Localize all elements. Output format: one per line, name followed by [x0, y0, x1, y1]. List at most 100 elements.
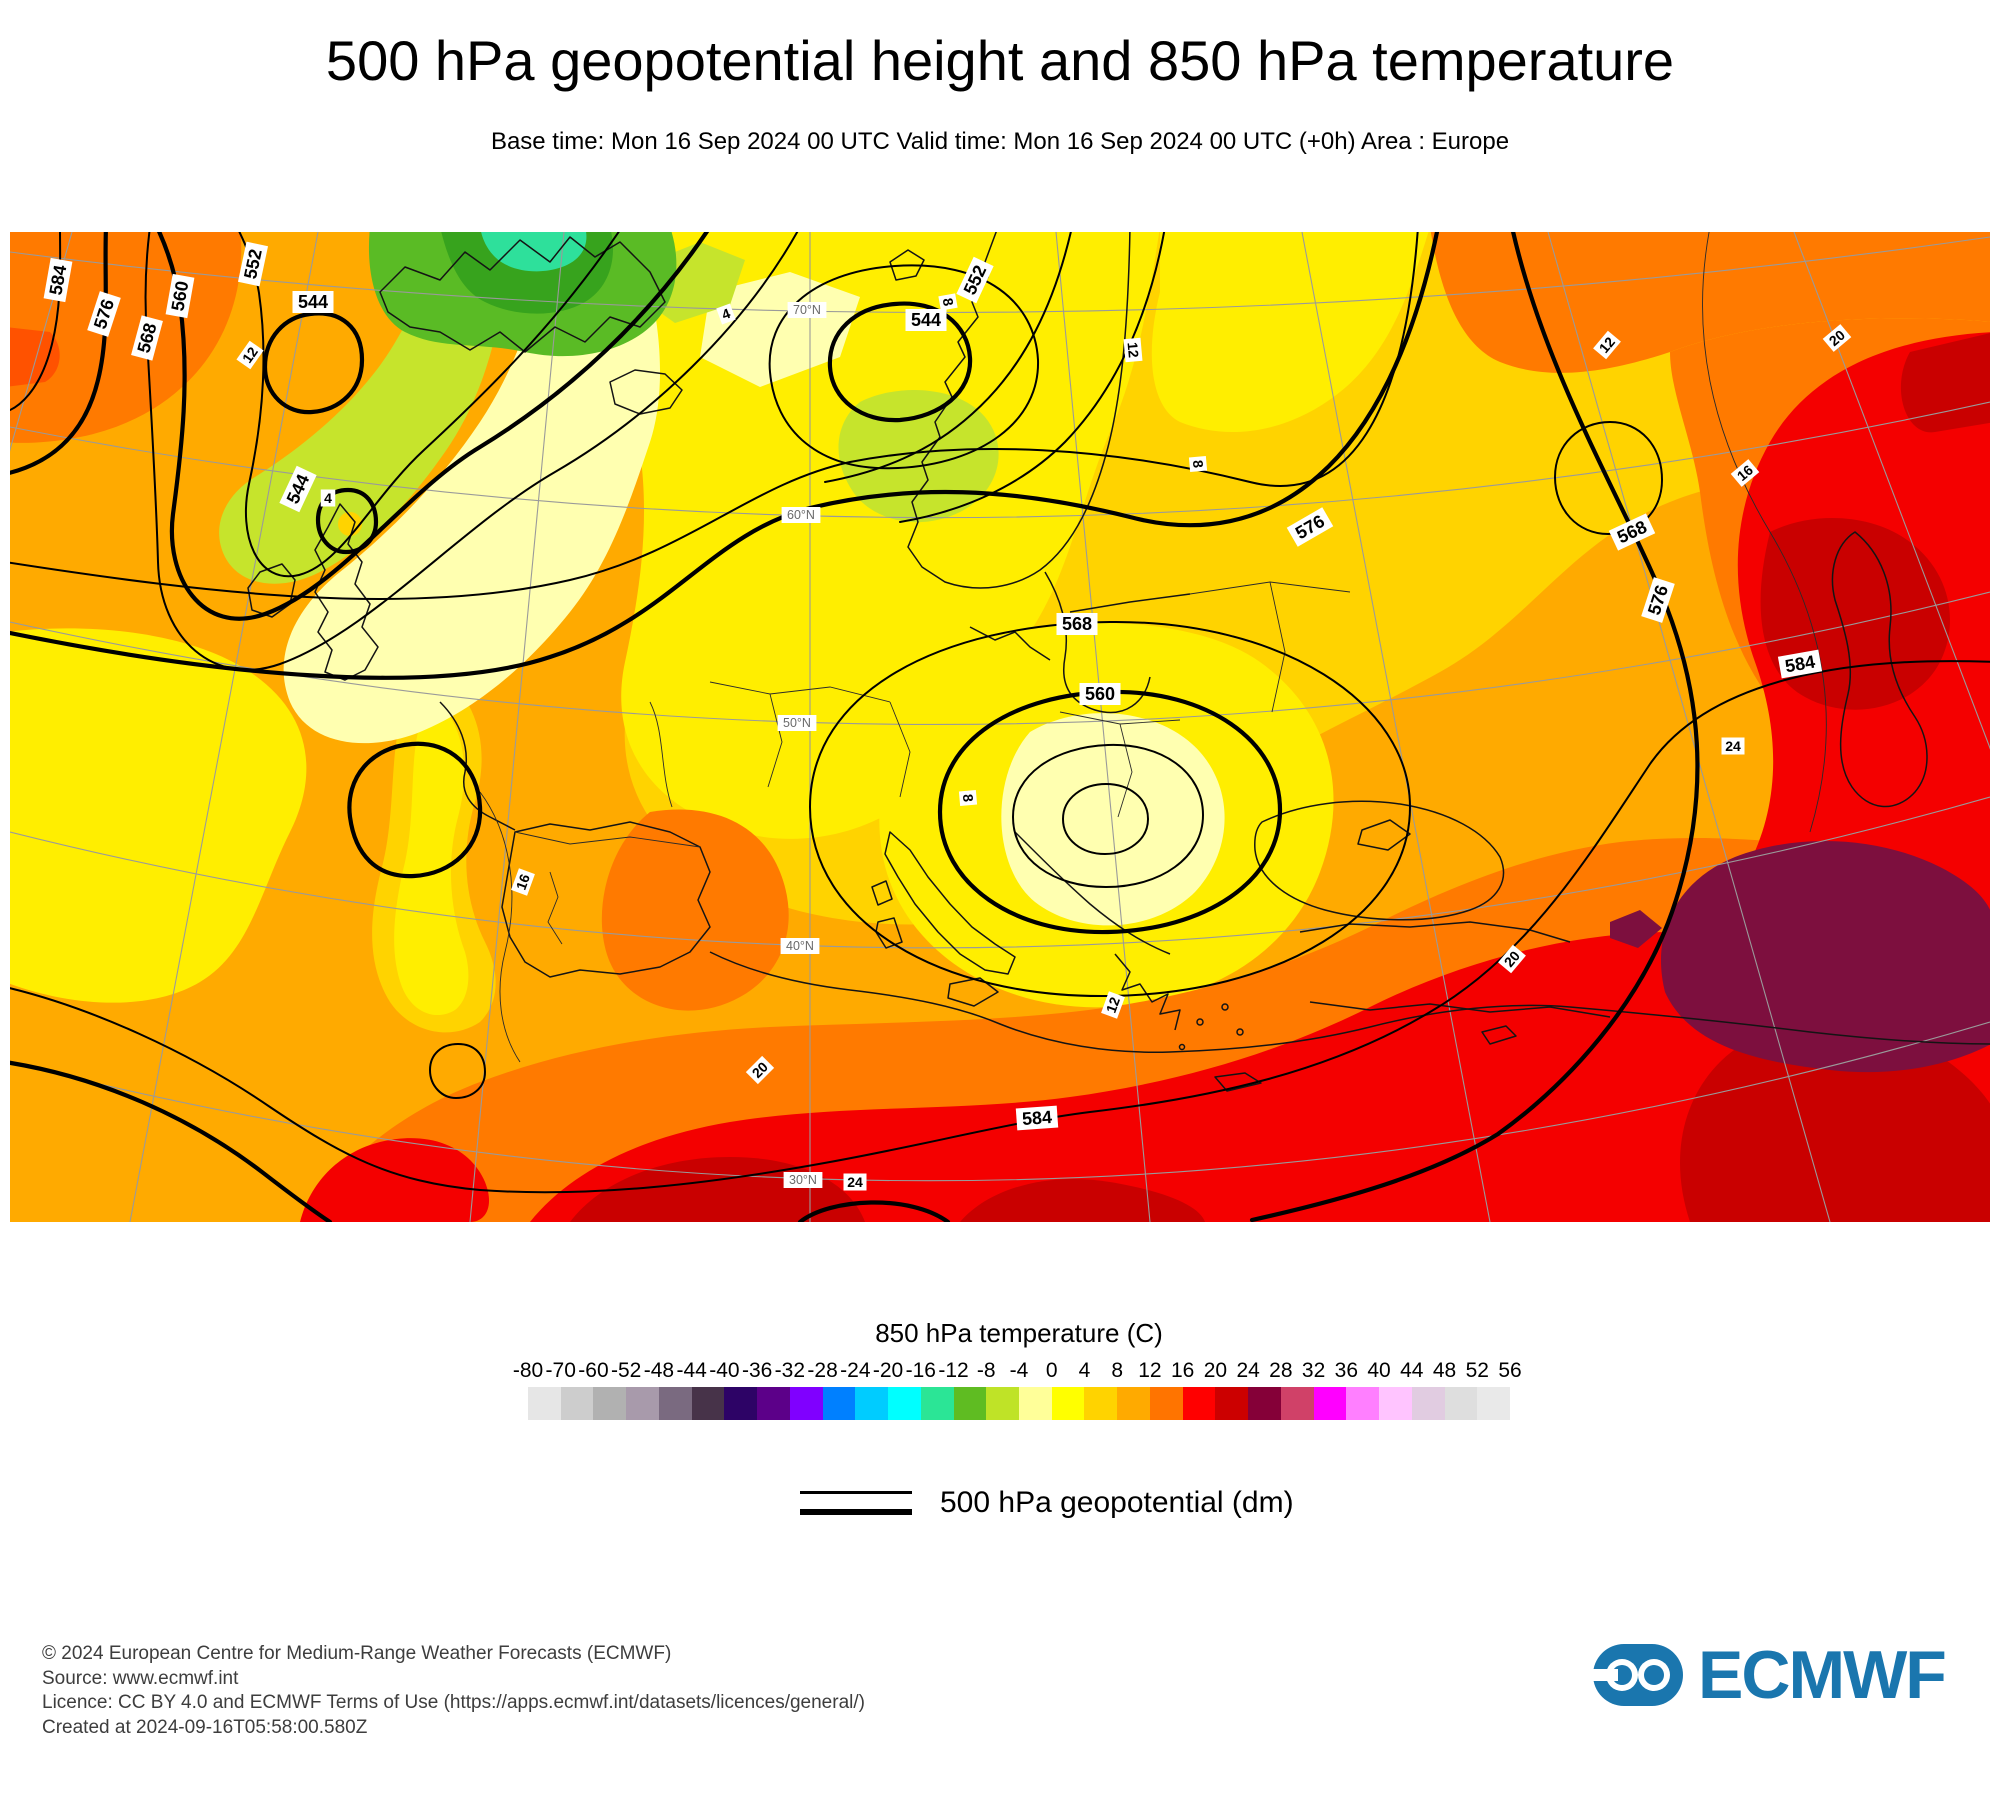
thick-contour-sample [800, 1509, 912, 1515]
colorbar-cell [528, 1387, 561, 1420]
svg-text:30°N: 30°N [789, 1173, 817, 1187]
colorbar-tick: -12 [938, 1359, 969, 1382]
svg-text:8: 8 [960, 793, 977, 802]
colorbar-ticks: -80 -70 -60 -52 -48 -44 -40 -36 -32 -28 -24 -20 -16-… [513, 1359, 1522, 1387]
ecmwf-logo: ECMWF [1592, 1636, 1947, 1714]
temperature-contour-label: 12 [1101, 991, 1125, 1019]
temperature-contour-label: 20 [745, 1055, 775, 1085]
temperature-contour-label: 8 [958, 790, 978, 806]
footer-line: © 2024 European Centre for Medium-Range … [42, 1643, 672, 1664]
temperature-contour-label: 20 [1498, 944, 1526, 974]
geopotential-contour-label: 584 [1777, 649, 1823, 679]
svg-text:544: 544 [911, 310, 941, 330]
colorbar-tick: -4 [1009, 1359, 1029, 1382]
thin-contour-sample [800, 1491, 912, 1494]
colorbar-cell [1051, 1387, 1085, 1420]
temperature-contour-label: 12 [1123, 337, 1143, 363]
colorbar-cell [822, 1387, 856, 1420]
ecmwf-logo-text: ECMWF [1698, 1637, 1947, 1713]
svg-text:12: 12 [1125, 342, 1142, 359]
colorbar-tick: 24 [1236, 1359, 1260, 1382]
svg-text:544: 544 [298, 292, 328, 312]
temperature-contour-label: 24 [1721, 737, 1745, 755]
svg-text:24: 24 [1725, 738, 1741, 754]
colorbar-cell [1149, 1387, 1183, 1420]
temperature-contour-label: 16 [1730, 459, 1760, 487]
colorbar-tick: -8 [976, 1359, 996, 1382]
latitude-label: 30°N [783, 1172, 823, 1188]
temperature-contour-label: 4 [320, 489, 336, 507]
colorbar-tick: 28 [1269, 1359, 1293, 1382]
colorbar-cell [626, 1387, 659, 1420]
colorbar-tick: -36 [741, 1359, 773, 1382]
ecmwf-logo-mark [1592, 1644, 1683, 1706]
colorbar-tick: 40 [1367, 1359, 1391, 1382]
colorbar-cell [560, 1387, 594, 1420]
colorbar-cell [1346, 1387, 1380, 1420]
colorbar-bar [528, 1387, 1511, 1420]
country-borders [479, 232, 1827, 1063]
colorbar-tick: 8 [1111, 1359, 1124, 1382]
weather-map: 70°N 60°N 50°N 40°N 30°N 12 4 4 8 12 8 12 20 16 8 16 20 2… [10, 232, 1990, 1222]
colorbar-legend: 850 hPa temperature (C) -80 -70 -60 -52 -48-… [513, 1318, 1522, 1420]
colorbar-cell [920, 1387, 954, 1420]
colorbar-tick: -44 [676, 1359, 707, 1382]
geopotential-contour-label: 552 [237, 241, 269, 287]
colorbar-cell [691, 1387, 725, 1420]
footer-line: Source: www.ecmwf.int [42, 1667, 239, 1689]
temperature-contour-label: 24 [843, 1173, 867, 1191]
svg-text:560: 560 [1085, 684, 1115, 704]
colorbar-tick: 0 [1045, 1359, 1058, 1382]
line-legend-label: 500 hPa geopotential (dm) [940, 1486, 1294, 1519]
temperature-contour-label: 12 [236, 340, 264, 370]
temperature-contour-label: 4 [716, 303, 736, 325]
svg-text:40°N: 40°N [786, 939, 814, 953]
colorbar-cell [757, 1387, 790, 1420]
colorbar-tick: 56 [1498, 1359, 1522, 1382]
footer-line: Licence: CC BY 4.0 and ECMWF Terms of Us… [42, 1692, 865, 1713]
colorbar-tick: -80 [512, 1359, 544, 1382]
colorbar-tick: 44 [1400, 1359, 1424, 1382]
geopotential-contour-label: 544 [905, 309, 947, 331]
map-labels: 70°N 60°N 50°N 40°N 30°N 12 4 4 8 12 8 12 20 16 8 16 20 2… [43, 241, 1852, 1191]
colorbar-cell [789, 1387, 823, 1420]
colorbar-cell [1248, 1387, 1281, 1420]
chart-subtitle: Base time: Mon 16 Sep 2024 00 UTC Valid … [490, 128, 1510, 155]
colorbar-cell [658, 1387, 692, 1420]
colorbar-cell [1444, 1387, 1478, 1420]
colorbar-tick: -28 [807, 1359, 838, 1382]
geopotential-contour-label: 584 [1015, 1105, 1059, 1131]
colorbar-tick: 36 [1334, 1359, 1359, 1382]
latitude-label: 60°N [781, 507, 821, 523]
map-canvas: 70°N 60°N 50°N 40°N 30°N 12 4 4 8 12 8 12 20 16 8 16 20 2… [10, 232, 1990, 1222]
svg-text:12: 12 [1103, 995, 1123, 1015]
svg-text:60°N: 60°N [787, 508, 815, 522]
colorbar-tick: 16 [1170, 1359, 1195, 1382]
colorbar-cell [724, 1387, 758, 1420]
colorbar-cell [1215, 1387, 1249, 1420]
latitude-label: 70°N [787, 302, 827, 318]
colorbar-cell [1019, 1387, 1052, 1420]
colorbar-tick: -32 [774, 1359, 806, 1382]
svg-text:568: 568 [1062, 614, 1092, 634]
colorbar-tick: 12 [1138, 1359, 1162, 1382]
temperature-contour-label: 12 [1593, 330, 1621, 360]
geopotential-contour-label: 584 [43, 257, 73, 303]
svg-text:8: 8 [940, 297, 957, 308]
colorbar-tick: -40 [709, 1359, 740, 1382]
colorbar-cell [1313, 1387, 1347, 1420]
colorbar-tick: -24 [840, 1359, 871, 1382]
colorbar-tick: 48 [1432, 1359, 1457, 1382]
svg-text:70°N: 70°N [793, 303, 821, 317]
colorbar-cell [888, 1387, 921, 1420]
colorbar-cell [953, 1387, 987, 1420]
coastlines [247, 232, 1990, 1092]
svg-text:584: 584 [1021, 1107, 1052, 1129]
attribution-footer: © 2024 European Centre for Medium-Range … [42, 1642, 865, 1740]
svg-text:8: 8 [1190, 459, 1207, 468]
legend-line-samples [800, 1491, 912, 1515]
colorbar-cell [855, 1387, 889, 1420]
svg-text:50°N: 50°N [783, 716, 811, 730]
colorbar-cell [1084, 1387, 1118, 1420]
